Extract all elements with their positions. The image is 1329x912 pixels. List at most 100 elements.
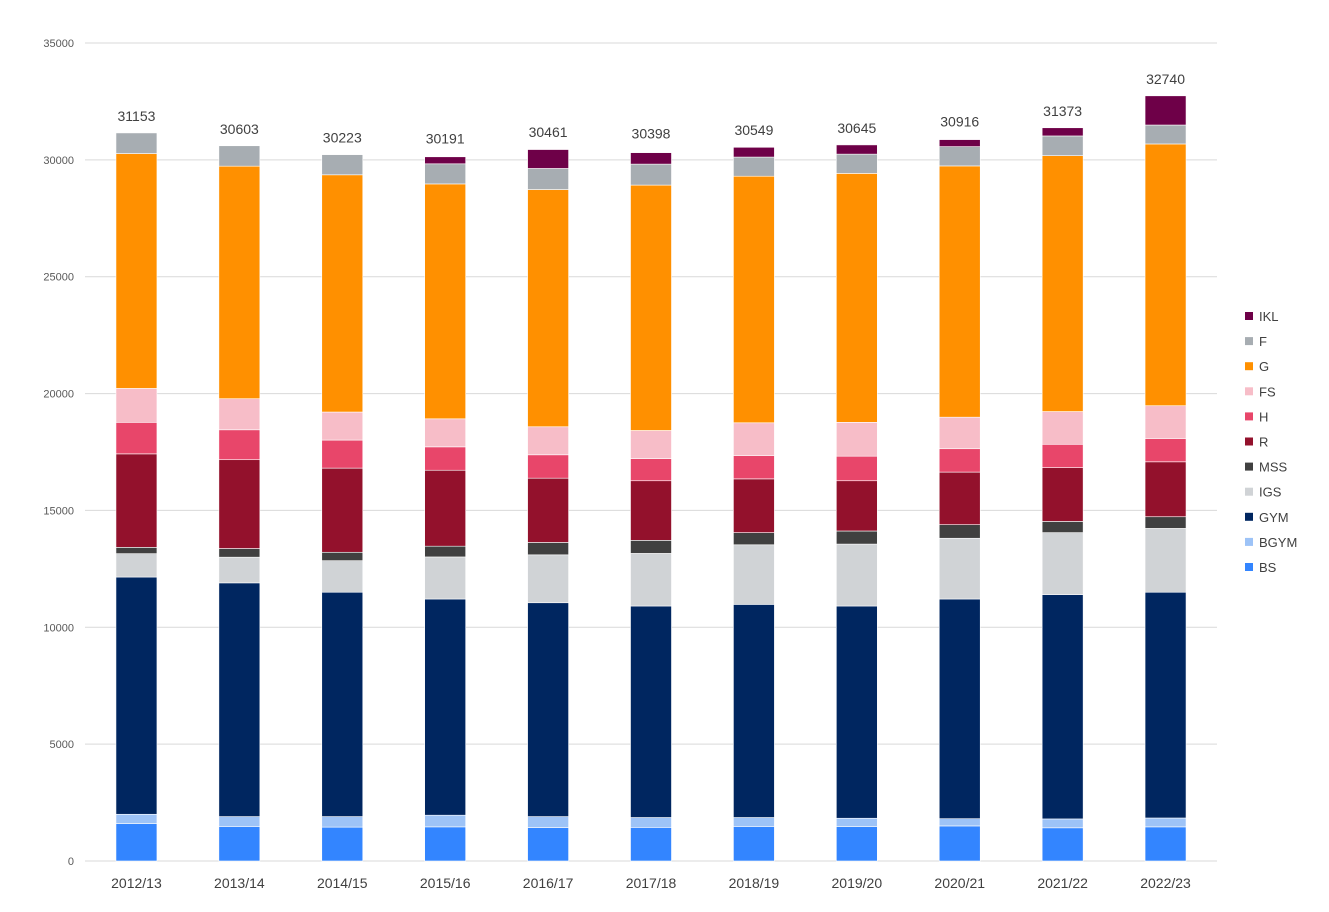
bar-segment-bs <box>836 826 878 862</box>
bar-segment-igs <box>836 543 878 607</box>
bar-segment-r <box>424 469 466 547</box>
bar-segment-ikl <box>630 152 672 165</box>
legend-swatch <box>1245 337 1253 346</box>
legend-label: FS <box>1259 384 1276 399</box>
total-label: 31373 <box>1043 103 1082 119</box>
bar-segment-h <box>733 455 775 480</box>
legend-item-gym: GYM <box>1245 510 1289 525</box>
bar-segment-fs <box>218 398 261 431</box>
bar-segment-r <box>938 471 981 525</box>
bar-segment-gym <box>527 602 569 817</box>
bar-segment-bs <box>1144 826 1187 862</box>
bar-segment-h <box>115 422 158 455</box>
legend-swatch <box>1245 462 1253 471</box>
bar-segment-mss <box>1041 521 1084 533</box>
bar-segment-r <box>630 480 672 541</box>
legend-swatch <box>1245 512 1253 521</box>
y-tick-label: 15000 <box>43 505 74 517</box>
x-tick-label: 2022/23 <box>1140 875 1191 891</box>
bar-segment-mss <box>527 542 569 556</box>
legend-item-r: R <box>1245 435 1268 450</box>
bar-stack <box>733 146 775 862</box>
bar-segment-bgym <box>115 813 158 824</box>
bar-segment-f <box>1144 124 1187 145</box>
bar-segment-ikl <box>527 149 569 169</box>
bar-segment-bgym <box>1144 817 1187 828</box>
legend-item-h: H <box>1245 409 1268 424</box>
total-label: 32740 <box>1146 71 1185 87</box>
bar-segment-gym <box>321 591 364 817</box>
bar-segment-r <box>527 477 569 543</box>
bar-segment-f <box>218 145 261 167</box>
bar-segment-ikl <box>938 139 981 147</box>
bar-segment-h <box>424 446 466 471</box>
bar-segment-f <box>733 156 775 177</box>
y-tick-label: 0 <box>68 856 74 868</box>
bar-segment-fs <box>1041 411 1084 445</box>
bar-segment-ikl <box>1144 95 1187 126</box>
legend-item-igs: IGS <box>1245 485 1282 500</box>
bar-stack <box>1144 95 1187 862</box>
bar-segment-r <box>115 453 158 548</box>
bar-segment-gym <box>630 605 672 818</box>
bar-segment-fs <box>938 416 981 450</box>
bar-segment-f <box>321 154 364 176</box>
bar-segment-gym <box>218 582 261 817</box>
total-label: 30461 <box>529 124 568 140</box>
legend: IKL FG FS HR MSS IGS GYM BGYM BS <box>1245 309 1297 575</box>
bar-segment-gym <box>938 598 981 819</box>
bar-segment-bgym <box>424 814 466 828</box>
bar-stack <box>527 149 569 862</box>
bar-segment-fs <box>733 422 775 456</box>
bar-segment-bs <box>218 826 261 862</box>
x-tick-label: 2020/21 <box>934 875 985 891</box>
bar-segment-mss <box>1144 516 1187 529</box>
y-tick-label: 5000 <box>50 739 74 751</box>
bar-segment-gym <box>424 598 466 816</box>
bar-segment-gym <box>733 604 775 818</box>
bar-segment-g <box>1144 143 1187 407</box>
legend-swatch <box>1245 563 1253 571</box>
legend-label: MSS <box>1259 460 1288 475</box>
bar-segment-igs <box>424 556 466 600</box>
bar-stack <box>938 139 981 862</box>
bar-segment-fs <box>424 418 466 448</box>
bar-segment-igs <box>733 544 775 605</box>
bar-segment-gym <box>1144 591 1187 819</box>
bar-segment-fs <box>115 388 158 423</box>
bar-segment-bs <box>424 826 466 862</box>
bar-segment-g <box>938 165 981 418</box>
bar-segment-bs <box>733 826 775 862</box>
bar-segment-fs <box>836 422 878 457</box>
total-label: 30645 <box>837 120 876 136</box>
legend-swatch <box>1245 537 1253 546</box>
y-tick-label: 10000 <box>43 622 74 634</box>
bar-segment-h <box>218 429 261 461</box>
bar-segment-g <box>424 183 466 420</box>
total-label: 30223 <box>323 130 362 146</box>
bar-segment-mss <box>424 545 466 558</box>
x-tick-label: 2019/20 <box>832 875 883 891</box>
total-label: 31153 <box>118 108 156 124</box>
x-tick-label: 2014/15 <box>317 875 368 891</box>
bar-segment-ikl <box>424 156 466 165</box>
bar-segment-fs <box>321 411 364 441</box>
bar-segment-f <box>527 168 569 190</box>
bar-segment-f <box>630 163 672 186</box>
bar-segment-g <box>115 153 158 389</box>
bar-segment-fs <box>527 426 569 456</box>
bar-stack <box>1041 127 1084 862</box>
bar-segment-fs <box>630 430 672 459</box>
bar-segment-h <box>1041 443 1084 468</box>
bar-segment-ikl <box>836 144 878 155</box>
bar-segment-f <box>115 132 158 154</box>
bar-segment-r <box>218 459 261 549</box>
bar-segment-ikl <box>1041 127 1084 137</box>
bar-segment-igs <box>321 560 364 593</box>
bar-segment-igs <box>218 556 261 584</box>
total-labels: 31153 30603 30223 30191 30461 30398 30549 30645… <box>118 71 1186 147</box>
y-tick-label: 25000 <box>43 272 74 284</box>
bar-segment-f <box>938 146 981 167</box>
bar-segment-g <box>630 184 672 431</box>
